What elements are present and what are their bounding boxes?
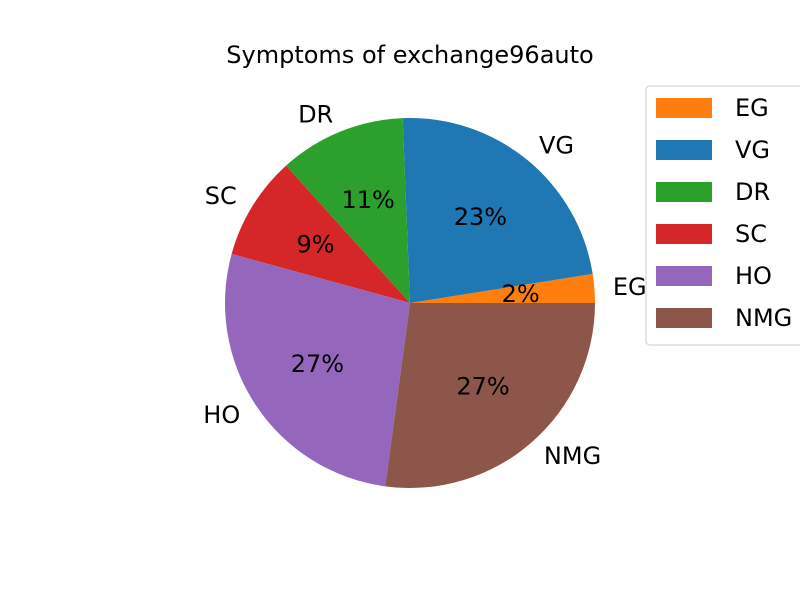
pie-slice-sc	[231, 165, 410, 303]
legend-swatch-eg	[656, 98, 712, 118]
slice-label-sc: SC	[205, 182, 237, 210]
legend-swatch-dr	[656, 182, 712, 202]
slice-label-vg: VG	[539, 132, 574, 160]
legend-label-ho: HO	[735, 262, 772, 290]
legend-swatch-sc	[656, 224, 712, 244]
percent-labels: 2% 23% 11%9% 27% 27%	[291, 186, 540, 400]
percent-label-sc: 9%	[296, 231, 334, 259]
pie-slice-eg	[410, 273, 595, 303]
legend-swatch-vg	[656, 140, 712, 160]
legend-items: EG VG DR SC HO NMG	[656, 94, 792, 332]
percent-label-ho: 27%	[291, 350, 344, 378]
slice-labels: EG VG DR SC HO NMG	[203, 101, 646, 471]
pie-slice-dr	[286, 118, 410, 303]
percent-label-eg: 2%	[502, 280, 540, 308]
percent-label-dr: 11%	[341, 186, 394, 214]
legend-label-sc: SC	[735, 220, 767, 248]
percent-label-vg: 23%	[454, 203, 507, 231]
legend-label-nmg: NMG	[735, 304, 792, 332]
slice-label-ho: HO	[203, 401, 240, 429]
percent-label-nmg: 27%	[456, 373, 509, 401]
legend: EG VG DR SC HO NMG	[645, 85, 800, 346]
pie-slices	[225, 118, 595, 488]
slice-label-eg: EG	[613, 273, 647, 301]
legend-label-dr: DR	[735, 178, 770, 206]
pie-slice-ho	[225, 253, 410, 487]
chart-title: Symptoms of exchange96auto	[226, 41, 593, 69]
slice-label-dr: DR	[298, 101, 333, 129]
legend-label-vg: VG	[735, 136, 770, 164]
legend-swatch-ho	[656, 266, 712, 286]
slice-label-nmg: NMG	[544, 442, 601, 470]
legend-label-eg: EG	[735, 94, 769, 122]
pie-slice-vg	[402, 118, 593, 303]
legend-swatch-nmg	[656, 308, 712, 328]
pie-slice-nmg	[385, 303, 595, 488]
